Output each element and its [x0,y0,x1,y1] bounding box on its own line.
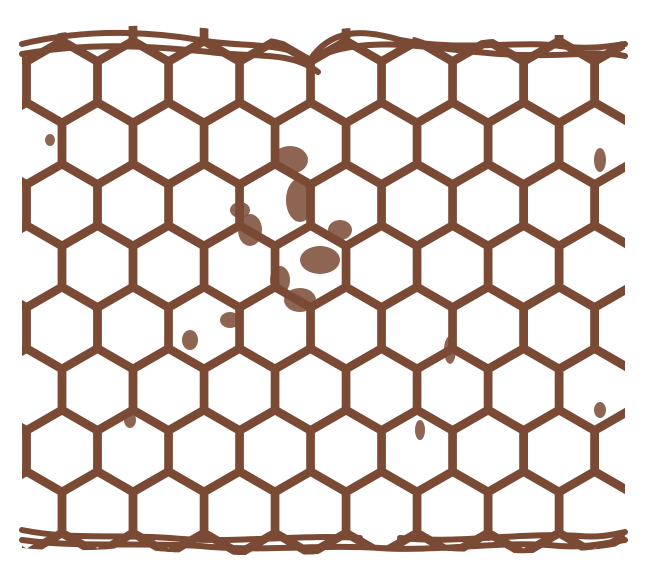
honeycomb-cell [631,104,645,184]
damage-patches [45,134,606,440]
wax-patch [444,336,456,364]
wax-patch [230,202,250,218]
honeycomb-cell [22,284,30,372]
wax-patch [182,330,198,350]
frame-edge [19,527,363,543]
wax-patch [284,288,316,312]
wax-patch [300,246,340,274]
honeycomb-cell [592,407,625,495]
wax-patch [594,402,606,418]
honeycomb-cell [22,407,30,495]
wax-patch [286,178,314,222]
honeycomb-cell [631,227,645,307]
frame-edges [19,29,628,552]
wax-patch [594,148,606,172]
honeycomb-cell [631,0,645,61]
wax-patch [272,146,308,174]
honeycomb-cell [631,350,645,430]
wax-patch [238,214,262,246]
frame-edge [327,41,628,59]
wax-patch [270,266,290,294]
honeycomb-cell [631,473,645,553]
wax-patch [415,420,425,440]
wax-patch [220,312,240,328]
honeycomb-cell [22,161,30,249]
honeycomb-cell [592,284,625,372]
wax-patch [45,134,55,146]
frame-edge [19,43,321,75]
wax-patch [124,412,136,428]
wax-patch [328,220,352,240]
honeycomb-cell [592,38,625,126]
frame-edge [397,529,628,543]
honeycomb-cell [592,161,625,249]
frame-edge [19,537,628,552]
frame-edge [19,29,628,65]
